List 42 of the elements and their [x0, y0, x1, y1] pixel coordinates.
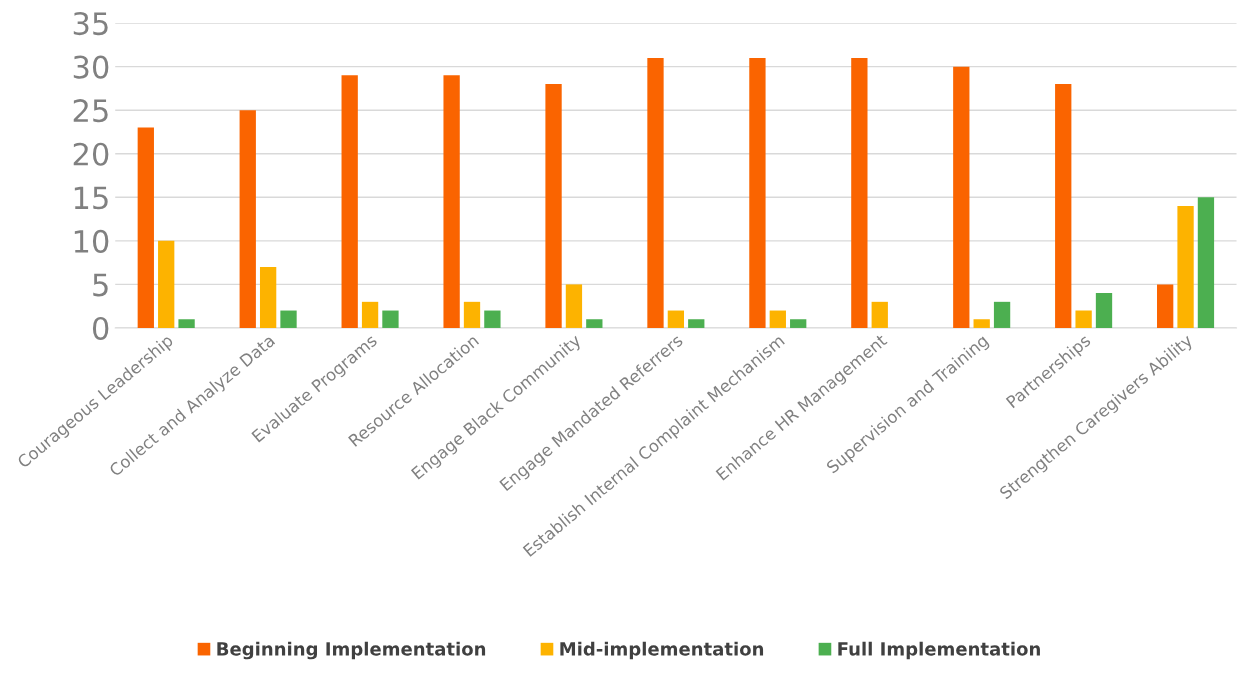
bar — [545, 84, 562, 328]
bar — [851, 57, 868, 328]
bar — [769, 310, 786, 328]
y-tick-label: 5 — [93, 273, 108, 297]
bar — [484, 310, 501, 328]
bar — [790, 319, 807, 328]
bar — [688, 319, 705, 328]
y-tick-label: 15 — [74, 186, 108, 210]
bar — [382, 310, 399, 328]
bar — [1197, 197, 1215, 328]
bar — [1055, 84, 1072, 328]
bar — [137, 127, 154, 328]
bar — [341, 75, 358, 328]
bar — [259, 266, 277, 328]
bar — [443, 75, 460, 328]
bar — [973, 319, 990, 328]
bar — [993, 301, 1011, 328]
y-tick-label: 10 — [74, 229, 109, 253]
bar — [565, 284, 583, 328]
y-tick-label: 25 — [73, 99, 108, 123]
bar — [1177, 206, 1194, 328]
bar — [1075, 310, 1092, 328]
bar — [178, 319, 195, 328]
bar — [647, 57, 664, 328]
y-tick-label: 35 — [73, 12, 108, 36]
bar — [1095, 293, 1113, 328]
bar — [749, 57, 766, 328]
bar — [586, 319, 603, 328]
bar — [280, 310, 297, 328]
bar — [361, 301, 379, 328]
bar — [158, 240, 175, 328]
bar — [463, 301, 481, 328]
y-tick-label: 30 — [73, 55, 109, 79]
bar — [871, 301, 888, 328]
legend-label: Full Implementation — [838, 641, 1040, 660]
bar — [239, 110, 256, 328]
legend-label: Mid-implementation — [560, 641, 764, 660]
bar — [1157, 284, 1174, 328]
legend-label: Beginning Implementation — [217, 641, 486, 660]
y-tick-label: 20 — [73, 142, 109, 166]
bar — [953, 66, 970, 328]
bar — [667, 310, 685, 328]
